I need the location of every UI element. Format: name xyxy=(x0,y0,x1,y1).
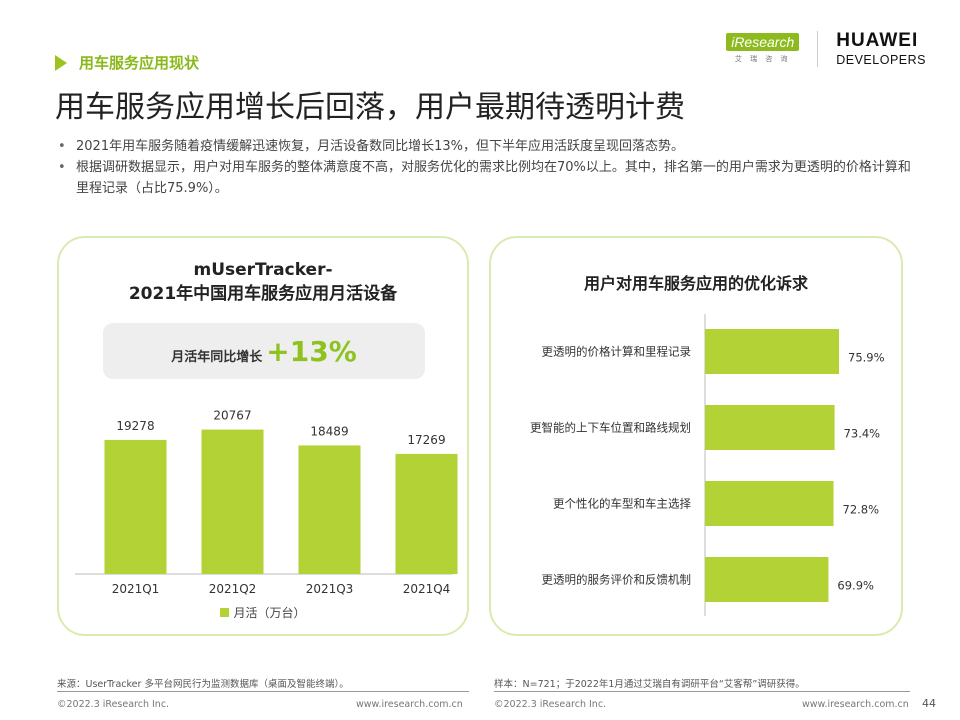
x-tick-label: 2021Q4 xyxy=(403,582,451,596)
x-tick-label: 2021Q2 xyxy=(209,582,257,596)
legend-swatch xyxy=(220,608,230,617)
sample-note: 样本：N=721；于2022年1月通过艾瑞自有调研平台“艾客帮”调研获得。 xyxy=(494,679,805,690)
hbar-value-label: 73.4% xyxy=(844,427,881,441)
category-label: 更透明的服务评价和反馈机制 xyxy=(542,573,692,587)
bar-value-label: 17269 xyxy=(407,433,445,447)
source-note: 来源：UserTracker 多平台网民行为监测数据库（桌面及智能终端）。 xyxy=(57,679,349,690)
hbar-value-label: 69.9% xyxy=(837,579,874,593)
summary-bullets: 2021年用车服务随着疫情缓解迅速恢复，月活设备数同比增长13%，但下半年应用活… xyxy=(58,136,918,199)
mau-chart-title-line2: 2021年中国用车服务应用月活设备 xyxy=(128,284,398,304)
logo-divider xyxy=(817,30,819,67)
logo-area: iResearch 艾 瑞 咨 询 HUAWEI DEVELOPERS xyxy=(726,30,926,67)
mau-chart-card: mUserTracker- 2021年中国用车服务应用月活设备 月活年同比增长 … xyxy=(57,236,469,636)
optimization-chart-title: 用户对用车服务应用的优化诉求 xyxy=(583,274,808,293)
play-arrow-icon xyxy=(55,54,67,71)
iresearch-logo-text: iResearch xyxy=(726,33,800,51)
optimization-chart-card: 用户对用车服务应用的优化诉求 更透明的价格计算和里程记录 75.9% 更智能的上下车… xyxy=(489,236,903,636)
bar-2021Q2 xyxy=(201,429,264,574)
footer-divider-left xyxy=(57,691,469,692)
optimization-bar-chart: 更透明的价格计算和里程记录 75.9% 更智能的上下车位置和路线规划 73.4% 更个性… xyxy=(530,314,885,616)
page-number: 44 xyxy=(922,697,936,710)
developers-logo-text: DEVELOPERS xyxy=(836,53,926,67)
section-label: 用车服务应用现状 xyxy=(79,54,200,72)
huawei-developers-logo: HUAWEI DEVELOPERS xyxy=(836,30,926,67)
bullet-item: 2021年用车服务随着疫情缓解迅速恢复，月活设备数同比增长13%，但下半年应用活… xyxy=(58,136,918,157)
hbar-3 xyxy=(705,481,834,526)
section-tag: 用车服务应用现状 xyxy=(55,52,199,73)
category-label: 更智能的上下车位置和路线规划 xyxy=(530,421,691,435)
iresearch-logo-subtext: 艾 瑞 咨 询 xyxy=(734,55,791,63)
mau-bar-chart: 19278 2021Q1 20767 2021Q2 18489 2021Q3 17269 20… xyxy=(75,409,458,596)
bar-2021Q4 xyxy=(395,453,458,574)
bar-2021Q3 xyxy=(298,445,361,574)
legend-label: 月活（万台） xyxy=(233,606,306,620)
hbar-1 xyxy=(705,329,839,374)
copyright-right: ©2022.3 iResearch Inc. xyxy=(494,699,607,710)
bar-2021Q1 xyxy=(104,439,167,574)
x-tick-label: 2021Q1 xyxy=(112,582,160,596)
mau-chart-title: mUserTracker- 2021年中国用车服务应用月活设备 xyxy=(59,258,467,306)
page-title: 用车服务应用增长后回落，用户最期待透明计费 xyxy=(55,90,685,125)
hbar-value-label: 75.9% xyxy=(848,351,885,365)
url-right[interactable]: www.iresearch.com.cn xyxy=(802,699,909,710)
hbar-4 xyxy=(705,557,829,602)
huawei-logo-text: HUAWEI xyxy=(836,30,919,51)
mau-legend: 月活（万台） xyxy=(59,604,467,621)
bullet-item: 根据调研数据显示，用户对用车服务的整体满意度不高，对服务优化的需求比例均在70%… xyxy=(58,157,918,199)
category-label: 更透明的价格计算和里程记录 xyxy=(542,345,692,359)
category-label: 更个性化的车型和车主选择 xyxy=(553,497,691,511)
bar-value-label: 18489 xyxy=(310,424,348,438)
copyright-left: ©2022.3 iResearch Inc. xyxy=(57,699,170,710)
mau-chart-title-line1: mUserTracker- xyxy=(193,260,333,280)
hbar-value-label: 72.8% xyxy=(843,503,880,517)
hbar-2 xyxy=(705,405,835,450)
bar-value-label: 19278 xyxy=(116,419,154,433)
iresearch-logo: iResearch 艾 瑞 咨 询 xyxy=(726,33,800,64)
url-left[interactable]: www.iresearch.com.cn xyxy=(356,699,463,710)
growth-value: +13% xyxy=(266,334,357,368)
footer-divider-right xyxy=(494,691,910,692)
x-tick-label: 2021Q3 xyxy=(306,582,354,596)
growth-callout: 月活年同比增长 +13% xyxy=(103,323,425,379)
bar-value-label: 20767 xyxy=(213,409,251,423)
growth-label: 月活年同比增长 xyxy=(171,349,263,365)
